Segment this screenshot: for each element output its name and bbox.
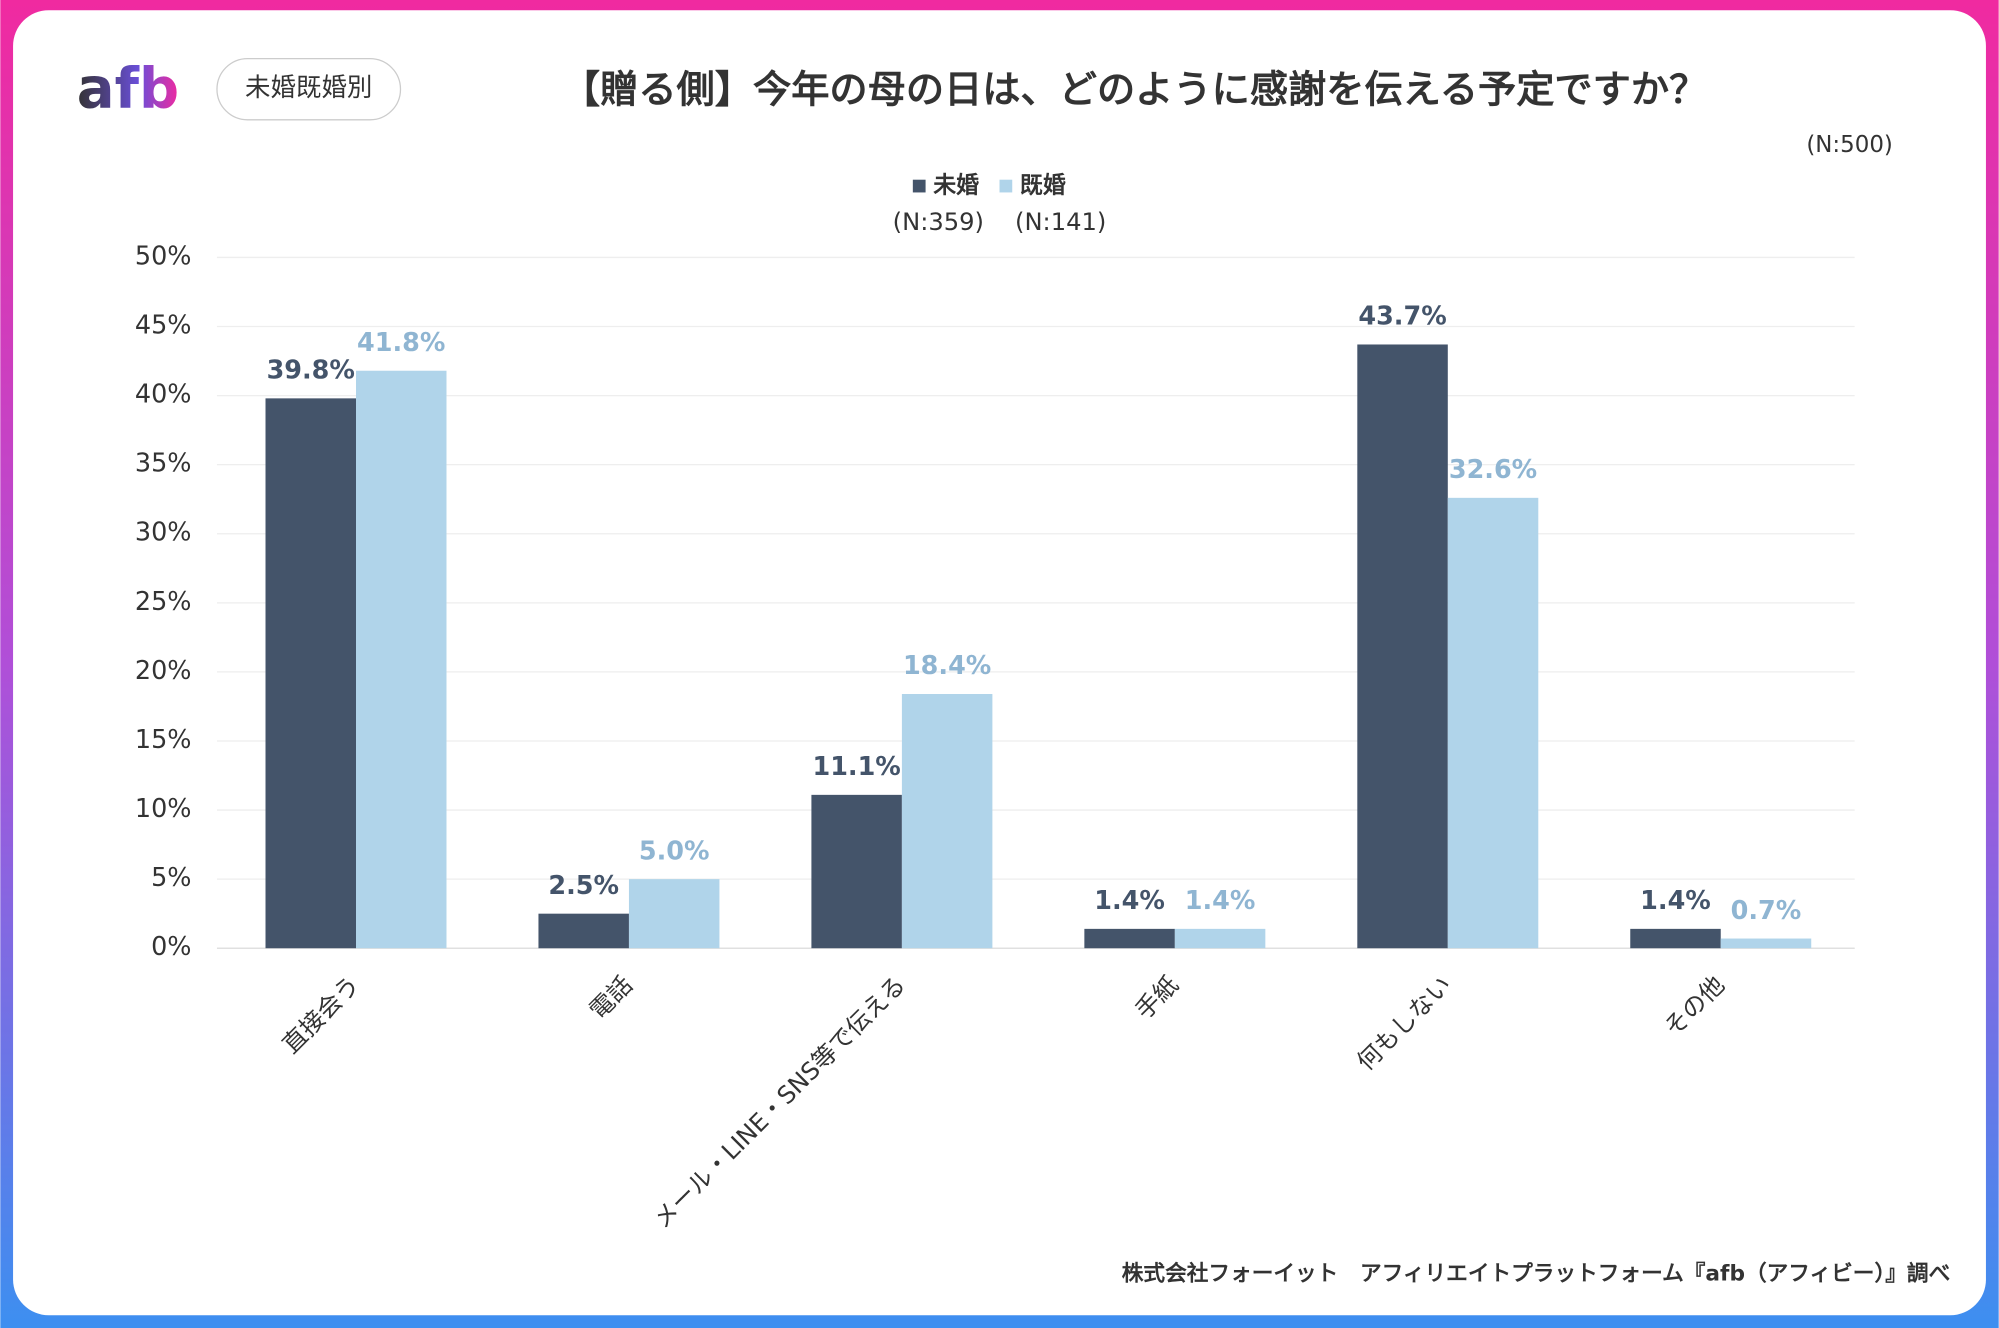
y-tick-label: 30%	[135, 518, 192, 548]
y-tick-label: 40%	[135, 380, 192, 410]
y-tick-label: 10%	[135, 794, 192, 824]
value-label: 39.8%	[267, 356, 355, 386]
y-tick-label: 25%	[135, 587, 192, 617]
value-label: 2.5%	[548, 871, 619, 901]
y-tick-label: 5%	[151, 863, 191, 893]
legend-label: 未婚	[933, 172, 979, 199]
legend-sample-size: (N:141)	[1015, 208, 1106, 236]
bar	[1630, 928, 1721, 949]
y-tick-label: 50%	[135, 241, 192, 271]
value-label: 0.7%	[1731, 896, 1802, 926]
value-label: 5.0%	[639, 836, 710, 866]
y-tick-label: 15%	[135, 725, 192, 755]
value-label: 43.7%	[1358, 302, 1446, 332]
bar	[628, 879, 720, 949]
y-tick-label: 20%	[135, 656, 192, 686]
value-label: 1.4%	[1640, 886, 1711, 916]
value-label: 11.1%	[812, 752, 900, 782]
logo: afb	[77, 56, 179, 121]
badge: 未婚既婚別	[245, 73, 372, 103]
card	[13, 10, 1986, 1316]
badge-box	[216, 57, 402, 121]
legend-label: 既婚	[1020, 172, 1066, 199]
bar	[265, 398, 356, 949]
bar	[901, 694, 993, 949]
bar	[1084, 928, 1175, 949]
bar	[1357, 344, 1448, 949]
bar	[1720, 938, 1812, 949]
bar	[811, 794, 902, 949]
y-tick-label: 0%	[151, 932, 191, 962]
value-label: 41.8%	[357, 328, 445, 358]
value-label: 18.4%	[903, 651, 991, 681]
legend-sample-size: (N:359)	[893, 208, 984, 236]
chart-title: 【贈る側】今年の母の日は、どのように感謝を伝える予定ですか？	[562, 68, 1707, 112]
bar	[1174, 928, 1266, 949]
value-label: 1.4%	[1094, 886, 1165, 916]
value-label: 1.4%	[1185, 886, 1256, 916]
bar	[538, 913, 629, 949]
source: 株式会社フォーイット アフィリエイトプラットフォーム『afb（アフィビー）』調べ	[1122, 1260, 1950, 1286]
sample-size: (N:500)	[1806, 132, 1893, 158]
y-tick-label: 45%	[135, 311, 192, 341]
legend-swatch	[999, 179, 1013, 193]
legend-swatch	[912, 179, 926, 193]
y-tick-label: 35%	[135, 449, 192, 479]
value-label: 32.6%	[1449, 455, 1537, 485]
bar	[355, 370, 447, 949]
bar	[1447, 497, 1539, 949]
